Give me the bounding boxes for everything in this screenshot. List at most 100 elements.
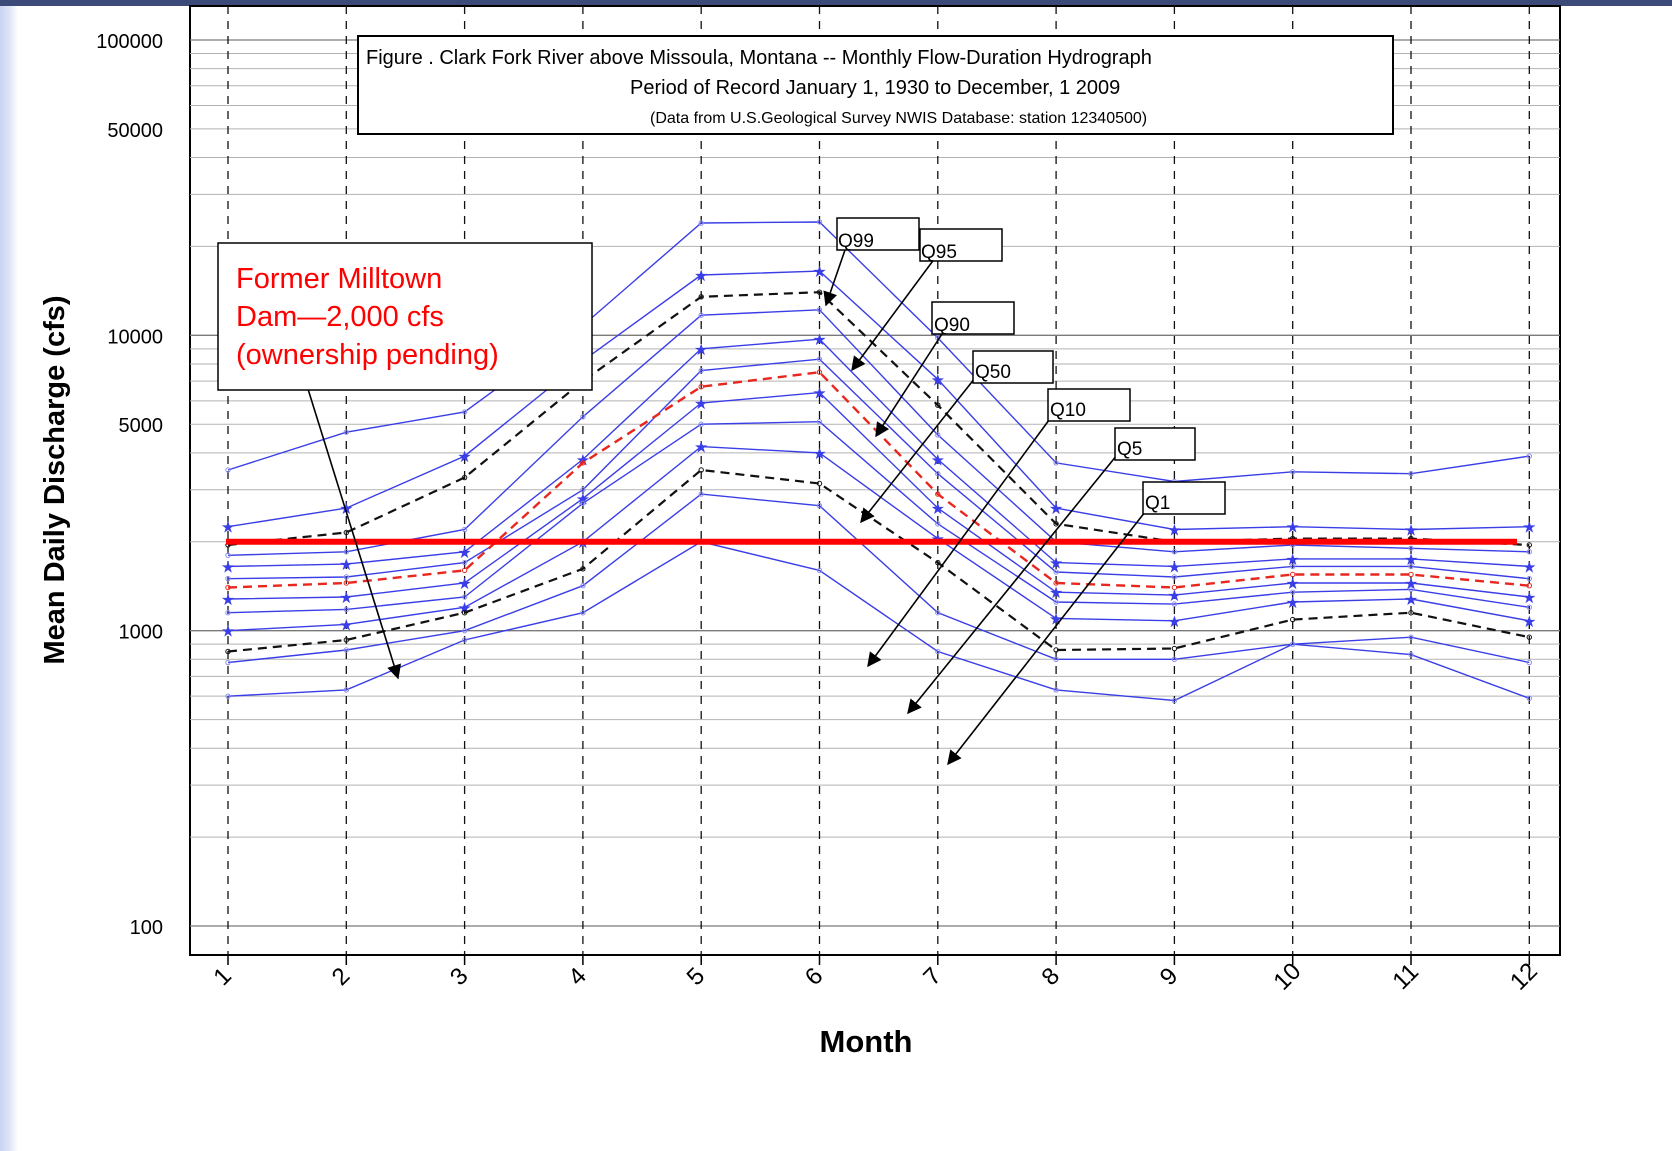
series-line [227, 221, 1530, 483]
data-point [698, 312, 704, 318]
data-point: ★ [1522, 614, 1536, 631]
data-point [1526, 453, 1533, 459]
data-point [935, 491, 941, 497]
y-tick-labels: 100 1000 5000 10000 50000 100000 [96, 31, 163, 939]
data-point: ★ [694, 268, 708, 285]
x-tick-label: 3 [445, 962, 474, 991]
data-point [1171, 697, 1178, 704]
x-tick-label: 12 [1505, 958, 1543, 996]
milltown-line-3: (ownership pending) [236, 339, 499, 371]
data-point: ★ [694, 440, 708, 457]
x-tick-label: 2 [327, 962, 356, 991]
data-point: ★ [1404, 552, 1418, 569]
data-point: ★ [1522, 520, 1536, 537]
data-point [343, 574, 349, 580]
y-tick-label: 1000 [119, 622, 164, 644]
data-point: ★ [1286, 576, 1300, 593]
data-point [225, 584, 231, 591]
series-line [227, 391, 1530, 600]
series-lines: ★ ★ ★ ★ ★ ★ ★ ★ ★ ★ ★ ★ ★ ★ ★ ★ ★ ★ ★ ★ ★ ★ ★ ★ ★ ★ ★ ★ ★ ★ ★ ★ ★ ★ ★ ★ ★ ★ ★ ★… [221, 219, 1536, 704]
data-point [698, 491, 704, 497]
q-label: Q90 [934, 315, 970, 336]
data-point: ★ [694, 396, 708, 413]
data-point [1526, 695, 1533, 702]
data-point [816, 307, 823, 313]
annotation-arrow [907, 454, 1118, 715]
data-point: ★ [221, 520, 235, 537]
data-point [1053, 647, 1059, 653]
series-line [227, 541, 1530, 702]
y-tick-label: 5000 [119, 415, 164, 437]
data-point [1171, 645, 1178, 652]
data-point [935, 471, 941, 477]
data-point [935, 432, 941, 438]
data-point [343, 549, 349, 555]
data-point [225, 467, 231, 473]
series-line [227, 291, 1530, 547]
data-point: ★ [339, 617, 353, 634]
series-line [227, 468, 1530, 653]
data-point [1290, 641, 1296, 647]
y-tick-label: 100000 [96, 31, 163, 53]
y-tick-label: 50000 [107, 120, 163, 142]
series-line [227, 338, 1530, 568]
data-point: ★ [221, 559, 235, 576]
data-point: ★ [457, 449, 471, 466]
data-point [1290, 469, 1296, 475]
milltown-line-1: Former Milltown [236, 263, 442, 295]
data-point [343, 529, 349, 536]
annotation-arrow [823, 249, 846, 307]
data-point [1526, 659, 1533, 666]
data-point [1526, 604, 1533, 610]
data-point [225, 575, 231, 582]
data-point [1526, 549, 1533, 555]
data-point [698, 367, 704, 374]
data-point [343, 429, 349, 435]
q-label-boxes: Q99 Q95 Q90 Q50 Q10 Q5 Q1 [836, 217, 1226, 515]
data-point [1053, 569, 1059, 575]
data-point [1171, 584, 1178, 591]
data-point [580, 460, 586, 466]
title-line-2: Period of Record January 1, 1930 to Dece… [630, 77, 1120, 99]
data-point: ★ [339, 557, 353, 574]
x-tick-label: 6 [800, 962, 829, 991]
data-point: ★ [931, 501, 945, 518]
data-point: ★ [694, 342, 708, 359]
data-point [1408, 586, 1414, 593]
data-point: ★ [221, 592, 235, 609]
data-point [225, 610, 231, 616]
data-point: ★ [221, 624, 235, 641]
q-label: Q10 [1050, 400, 1086, 421]
data-point: ★ [1286, 595, 1300, 612]
q-label: Q5 [1117, 439, 1142, 460]
data-point [1408, 563, 1414, 570]
data-point [1408, 545, 1414, 552]
data-point [1408, 610, 1414, 616]
data-point: ★ [812, 446, 826, 463]
annotation-arrow [947, 511, 1146, 766]
series-line [227, 270, 1530, 531]
data-point: ★ [339, 590, 353, 607]
top-band [0, 0, 1672, 6]
data-point [816, 502, 823, 509]
data-point [1053, 687, 1059, 693]
y-axis-label: Mean Daily Discharge (cfs) [39, 295, 71, 664]
annotation-arrow [851, 257, 936, 372]
data-point [461, 567, 468, 574]
q-label: Q1 [1145, 493, 1170, 514]
data-point [816, 369, 823, 375]
annotation-arrow [875, 333, 943, 438]
data-point [1171, 601, 1178, 607]
data-point [461, 610, 468, 616]
data-point [816, 356, 823, 362]
data-point [580, 487, 586, 493]
data-point: ★ [1049, 611, 1063, 628]
data-point: ★ [1167, 559, 1181, 576]
data-point: ★ [1167, 588, 1181, 605]
data-point [225, 552, 231, 558]
x-tick-label: 10 [1268, 958, 1306, 996]
data-point [1290, 571, 1296, 578]
data-point [225, 659, 231, 666]
data-point [1053, 580, 1059, 586]
data-point: ★ [1286, 552, 1300, 569]
